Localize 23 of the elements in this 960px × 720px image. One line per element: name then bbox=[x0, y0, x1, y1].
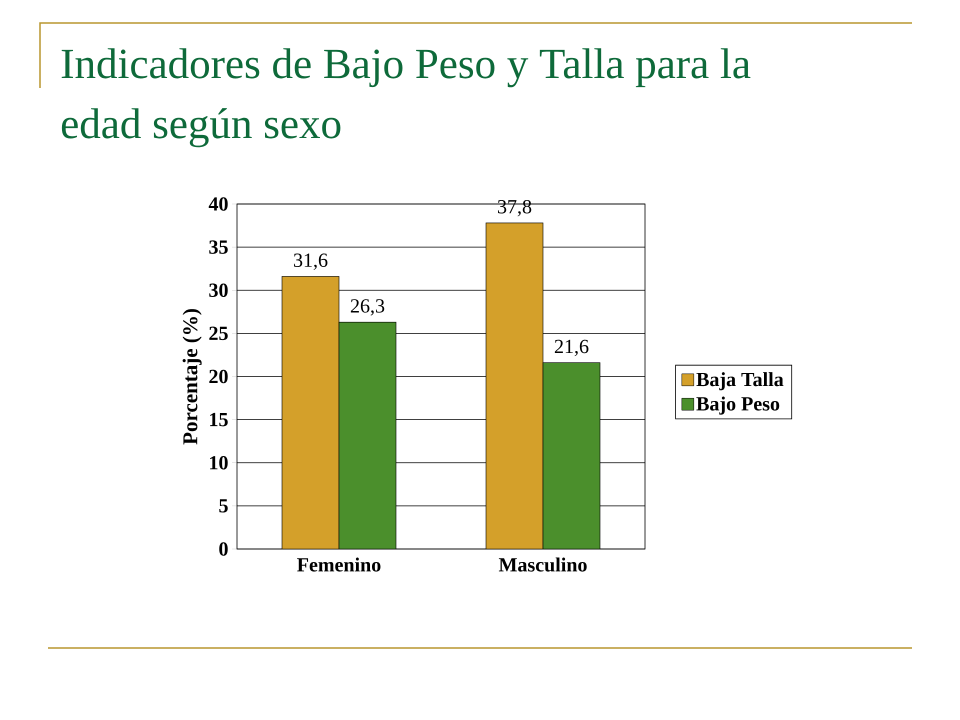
x-tick-label: Masculino bbox=[498, 558, 587, 572]
y-tick-label: 30 bbox=[209, 284, 228, 298]
bar bbox=[338, 322, 396, 549]
bar bbox=[542, 362, 600, 549]
x-tick-label: Femenino bbox=[297, 558, 380, 572]
y-tick-label: 40 bbox=[208, 197, 228, 211]
bar bbox=[486, 222, 544, 549]
chart-title: Indicadores de Bajo Peso y Talla para la edad según sexo bbox=[62, 48, 750, 148]
y-tick-label: 0 bbox=[219, 542, 228, 556]
data-label: 31,6 bbox=[294, 254, 328, 270]
legend-label: Baja Talla bbox=[696, 372, 784, 390]
y-tick-label: 25 bbox=[209, 326, 228, 340]
y-tick-label: 5 bbox=[219, 499, 228, 513]
bar bbox=[282, 276, 340, 549]
data-label: 37,8 bbox=[498, 200, 532, 216]
y-tick-label: 15 bbox=[210, 412, 228, 426]
y-axis-title: Porcentaje (%) bbox=[182, 309, 202, 444]
data-label: 21,6 bbox=[554, 340, 588, 356]
legend-label: Bajo Peso bbox=[696, 396, 780, 415]
data-label: 26,3 bbox=[350, 299, 384, 316]
y-tick-label: 35 bbox=[209, 240, 228, 254]
y-tick-label: 20 bbox=[209, 370, 228, 384]
y-tick-label: 10 bbox=[210, 456, 228, 470]
